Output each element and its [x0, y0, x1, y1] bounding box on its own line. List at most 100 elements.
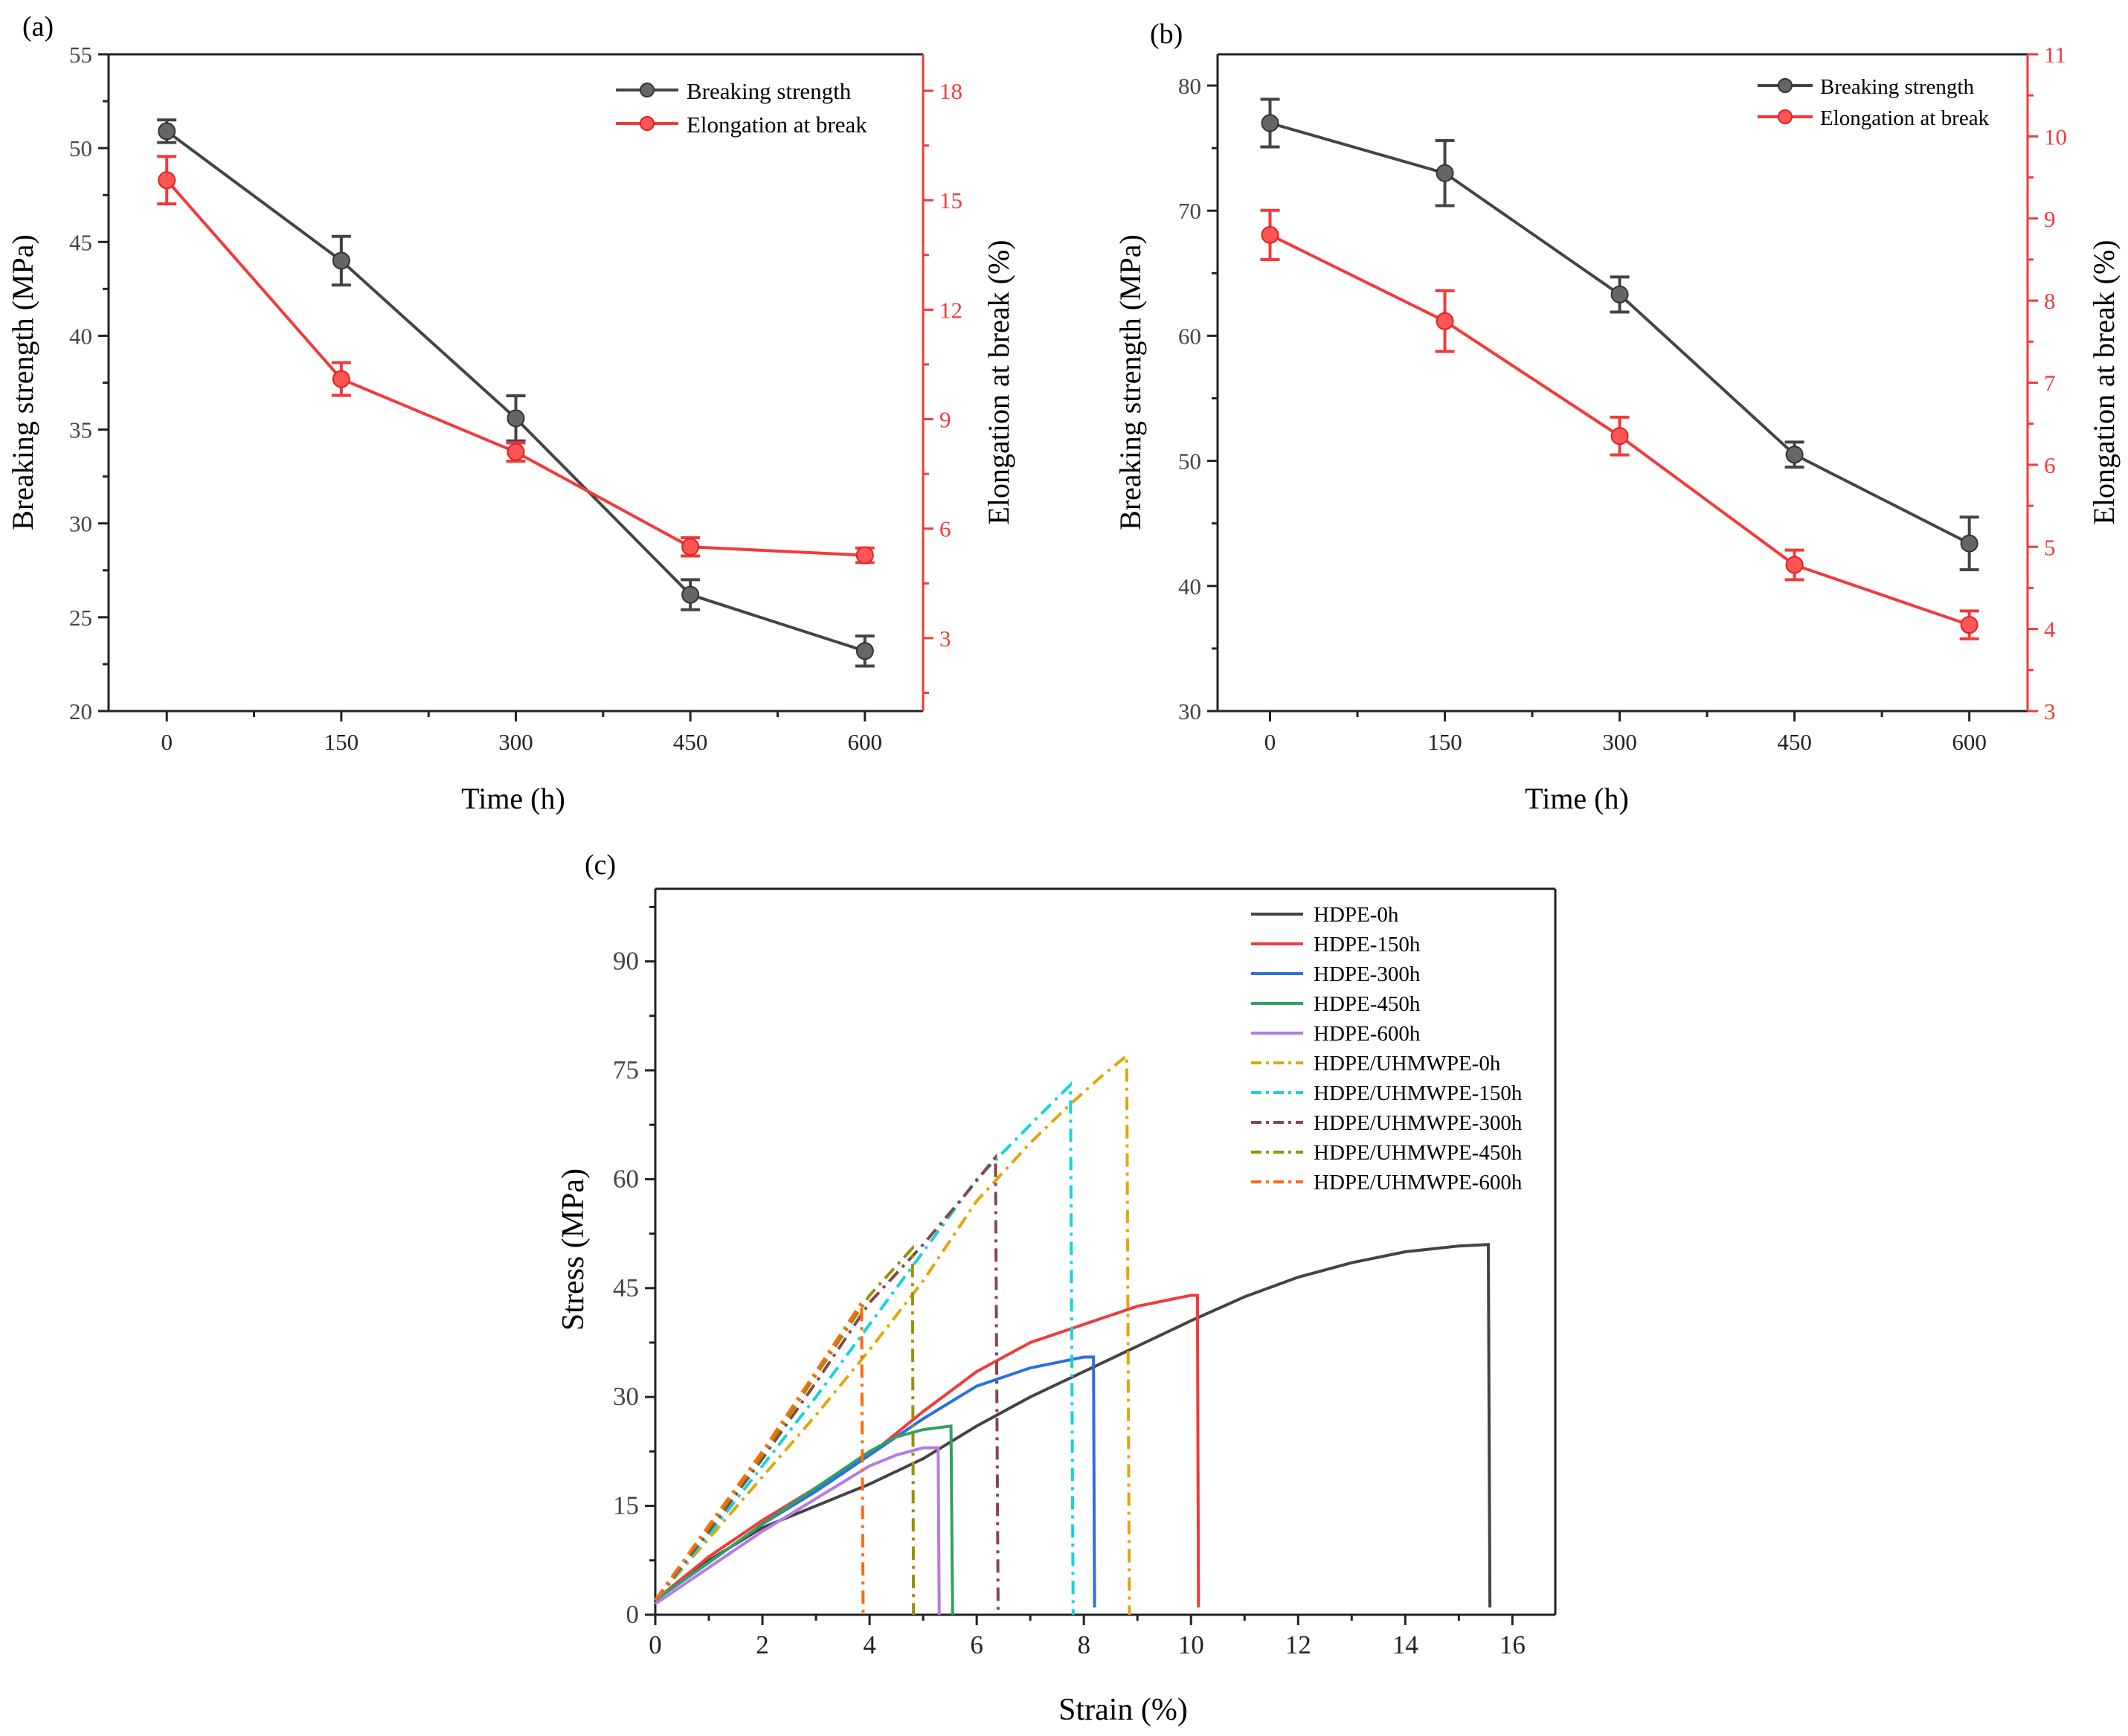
panel-c-x-axis-title: Strain (%)	[1058, 1693, 1188, 1727]
hdpe-450h-curve	[654, 1424, 954, 1616]
panel-c-legend: HDPE-0h HDPE-150h HDPE-300h HDPE-450h HD…	[1314, 903, 1523, 1195]
legend-marker-breaking-strength	[1778, 78, 1793, 93]
y-tick-label: 30	[613, 1382, 639, 1411]
y-tick-label: 0	[626, 1600, 640, 1629]
elongation-at-break-marker	[507, 443, 525, 461]
breaking-strength-marker	[1610, 285, 1629, 303]
breaking-strength-marker	[332, 251, 350, 270]
elongation-at-break-marker	[158, 171, 176, 190]
x-tick-label: 14	[1392, 1630, 1418, 1659]
y-tick-label: 70	[1178, 198, 1201, 224]
y2-tick-label: 10	[2044, 123, 2067, 150]
elongation-at-break-marker	[1610, 427, 1629, 446]
y2-tick-label: 15	[939, 187, 962, 213]
y2-tick-label: 5	[2044, 534, 2056, 560]
elongation-at-break-marker	[332, 370, 350, 388]
panel-b-label: (b)	[1150, 19, 1183, 50]
x-tick-label: 0	[649, 1630, 662, 1659]
x-tick-label: 600	[1952, 729, 1987, 755]
panel-c-label: (c)	[585, 849, 616, 881]
breaking-strength-marker	[855, 642, 874, 660]
panel-a-y2-axis-title: Elongation at break (%)	[982, 239, 1015, 524]
y-tick-label: 30	[1178, 698, 1201, 724]
y-tick-label: 55	[69, 42, 92, 68]
panel-b-y2-axis-title: Elongation at break (%)	[2087, 239, 2121, 524]
x-tick-label: 12	[1285, 1630, 1311, 1659]
hdpe-uhmwpe-300h-curve	[654, 1153, 1000, 1616]
elongation-at-break-marker	[1785, 556, 1804, 574]
breaking-strength-marker	[507, 409, 525, 428]
x-tick-label: 300	[1602, 729, 1637, 755]
panel-c-y-axis-title: Stress (MPa)	[556, 1168, 591, 1331]
x-tick-label: 10	[1178, 1630, 1204, 1659]
panel-a-label: (a)	[22, 11, 54, 42]
x-tick-label: 300	[498, 729, 533, 755]
y-tick-label: 20	[69, 698, 92, 724]
legend-marker-elongation-at-break	[640, 116, 655, 131]
y2-tick-label: 9	[2044, 206, 2056, 232]
x-tick-label: 150	[1427, 729, 1462, 755]
legend-label-blend-450h: HDPE/UHMWPE-450h	[1314, 1141, 1523, 1165]
elongation-at-break-marker	[1436, 312, 1454, 330]
x-tick-label: 2	[756, 1630, 769, 1659]
x-tick-label: 4	[863, 1630, 876, 1659]
legend-label-hdpe-0h: HDPE-0h	[1314, 903, 1399, 927]
hdpe-0h-curve	[654, 1243, 1492, 1608]
breaking-strength-line	[166, 129, 866, 653]
y-tick-label: 15	[613, 1491, 639, 1520]
elongation-at-break-line	[165, 179, 865, 557]
elongation-at-break-marker	[855, 546, 874, 565]
x-tick-label: 16	[1499, 1630, 1526, 1659]
breaking-strength-marker	[1960, 534, 1978, 553]
x-tick-label: 0	[1264, 729, 1276, 755]
panel-b-legend-label-1: Breaking strength	[1820, 75, 1974, 99]
y-tick-label: 60	[1178, 323, 1201, 349]
y2-tick-label: 12	[939, 297, 962, 323]
y2-tick-label: 7	[2044, 370, 2056, 396]
breaking-strength-marker	[158, 122, 176, 141]
x-tick-label: 600	[848, 729, 883, 755]
legend-label-hdpe-150h: HDPE-150h	[1314, 933, 1421, 957]
breaking-strength-marker	[681, 585, 700, 604]
panel-b-legend-label-2: Elongation at break	[1820, 106, 1990, 130]
panel-a-y-axis-title: Breaking strength (MPa)	[6, 234, 39, 530]
y-tick-label: 80	[1178, 73, 1201, 99]
hdpe-uhmwpe-150h-curve	[654, 1081, 1075, 1616]
legend-marker-elongation-at-break	[1778, 109, 1793, 124]
y2-tick-label: 9	[939, 407, 951, 433]
x-tick-label: 0	[161, 729, 173, 755]
legend-label-blend-300h: HDPE/UHMWPE-300h	[1314, 1111, 1523, 1135]
breaking-strength-marker	[1785, 446, 1804, 464]
y2-tick-label: 6	[2044, 452, 2056, 478]
panel-a-legend-label-1: Breaking strength	[687, 78, 852, 104]
x-tick-label: 6	[970, 1630, 983, 1659]
breaking-strength-marker	[1261, 114, 1279, 132]
hdpe-uhmwpe-450h-curve	[654, 1244, 916, 1616]
hdpe-uhmwpe-600h-curve	[654, 1297, 865, 1616]
panel-a-chart: (a) Time (h) Breaking strength (MPa) Elo…	[6, 11, 1015, 815]
y-tick-label: 25	[69, 605, 92, 631]
y-tick-label: 45	[69, 229, 92, 255]
x-tick-label: 150	[324, 729, 359, 755]
y-tick-label: 50	[69, 135, 92, 161]
y2-tick-label: 18	[939, 78, 962, 104]
elongation-at-break-marker	[681, 538, 700, 556]
legend-label-hdpe-450h: HDPE-450h	[1314, 992, 1421, 1016]
y-tick-label: 50	[1178, 449, 1201, 475]
y2-tick-label: 3	[939, 626, 951, 652]
y2-tick-label: 3	[2044, 698, 2056, 724]
panel-a-legend-label-2: Elongation at break	[687, 112, 867, 138]
panel-b-x-axis-title: Time (h)	[1525, 782, 1629, 815]
legend-label-hdpe-300h: HDPE-300h	[1314, 962, 1421, 986]
legend-label-blend-600h: HDPE/UHMWPE-600h	[1314, 1171, 1523, 1195]
panel-c-chart: (c) Strain (%) Stress (MPa) HDPE-0h HDPE…	[556, 849, 1557, 1727]
y-tick-label: 35	[69, 417, 92, 443]
legend-label-blend-0h: HDPE/UHMWPE-0h	[1314, 1052, 1501, 1076]
y-tick-label: 40	[1178, 573, 1201, 599]
x-tick-label: 8	[1077, 1630, 1090, 1659]
y2-tick-label: 4	[2044, 617, 2056, 643]
y-tick-label: 30	[69, 511, 92, 537]
y2-tick-label: 11	[2044, 42, 2066, 68]
y-tick-label: 40	[69, 323, 92, 349]
